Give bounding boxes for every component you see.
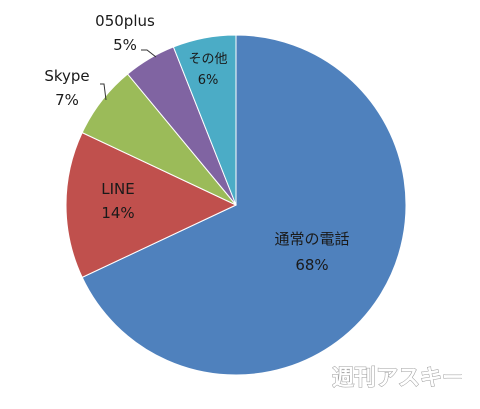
slice-label-0: 通常の電話 [274, 230, 349, 248]
slice-value-2: 7% [55, 91, 79, 109]
slice-value-1: 14% [101, 204, 134, 222]
watermark-svg: 週刊アスキー [332, 366, 465, 392]
pie-slice-1 [65, 131, 238, 279]
slice-value-3: 5% [113, 36, 137, 54]
watermark-logo: 週刊アスキー [332, 363, 465, 398]
slice-value-0: 68% [295, 256, 328, 274]
slice-label-1: LINE [101, 180, 134, 198]
pie-slice-0 [81, 34, 407, 376]
slice-label-2: Skype [44, 67, 89, 85]
data-labels-layer: 通常の電話 68% LINE 14% Skype 7% 050plus 5% その他 6% [44, 12, 349, 274]
slices-layer [65, 34, 407, 376]
slice-value-4: 6% [198, 73, 219, 88]
slice-label-3: 050plus [95, 12, 155, 30]
pie-slice-4 [172, 34, 237, 206]
leader-lines-layer [100, 49, 157, 101]
slice-label-4: その他 [188, 52, 227, 67]
leader-line-3 [141, 49, 157, 58]
watermark-text: 週刊アスキー [332, 366, 462, 391]
leader-line-2 [100, 83, 107, 101]
